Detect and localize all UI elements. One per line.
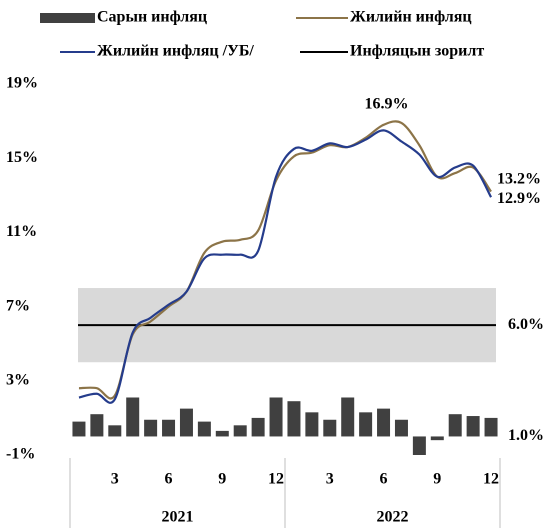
- bar: [466, 416, 480, 437]
- legend-swatch: [40, 13, 95, 23]
- y-tick-label: 19%: [6, 75, 38, 92]
- y-tick-label: 11%: [6, 223, 37, 240]
- x-tick-label: 12: [483, 471, 499, 488]
- x-tick-label: 3: [326, 471, 334, 488]
- x-tick-label: 12: [268, 471, 284, 488]
- bar: [162, 419, 176, 437]
- data-label: 1.0%: [508, 427, 544, 444]
- bar: [394, 419, 408, 437]
- bar: [412, 436, 426, 455]
- bar: [341, 397, 355, 437]
- line: [78, 129, 493, 404]
- data-label: 6.0%: [508, 316, 544, 333]
- x-tick-label: 9: [433, 471, 441, 488]
- bar: [305, 412, 319, 437]
- data-label: 13.2%: [497, 170, 541, 187]
- line: [78, 120, 492, 400]
- group-label: 2022: [377, 509, 409, 526]
- bar: [377, 408, 391, 437]
- bar: [448, 414, 462, 437]
- bar: [484, 417, 498, 437]
- bar: [269, 397, 283, 437]
- bar: [90, 414, 104, 437]
- bar: [233, 425, 247, 437]
- bar: [72, 421, 86, 437]
- y-tick-label: 15%: [6, 149, 38, 166]
- legend-label: Сарын инфляц: [97, 9, 207, 26]
- bar: [108, 425, 122, 437]
- y-tick-label: -1%: [6, 446, 35, 463]
- x-tick-label: 3: [111, 471, 119, 488]
- legend-label: Жилийн инфляц /УБ/: [97, 43, 254, 60]
- x-tick-label: 9: [218, 471, 226, 488]
- bar: [430, 436, 444, 441]
- x-tick-label: 6: [380, 471, 388, 488]
- bar: [126, 397, 140, 437]
- legend-label: Инфляцын зорилт: [350, 43, 484, 60]
- legend-label: Жилийн инфляц: [350, 9, 472, 26]
- bar: [215, 430, 229, 437]
- bar: [251, 417, 265, 437]
- y-tick-label: 7%: [6, 297, 30, 314]
- y-tick-label: 3%: [6, 371, 30, 388]
- group-label: 2021: [162, 509, 194, 526]
- bar: [287, 401, 301, 437]
- bar: [323, 419, 337, 437]
- bar: [179, 408, 193, 437]
- x-tick-label: 6: [165, 471, 173, 488]
- bar: [359, 412, 373, 437]
- bar: [197, 421, 211, 437]
- bar: [144, 419, 158, 437]
- data-label: 12.9%: [497, 190, 541, 207]
- data-label: 16.9%: [364, 96, 408, 113]
